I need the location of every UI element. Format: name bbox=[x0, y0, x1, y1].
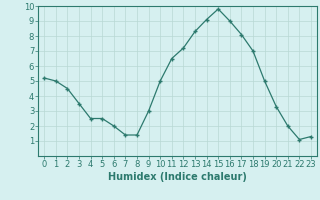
X-axis label: Humidex (Indice chaleur): Humidex (Indice chaleur) bbox=[108, 172, 247, 182]
